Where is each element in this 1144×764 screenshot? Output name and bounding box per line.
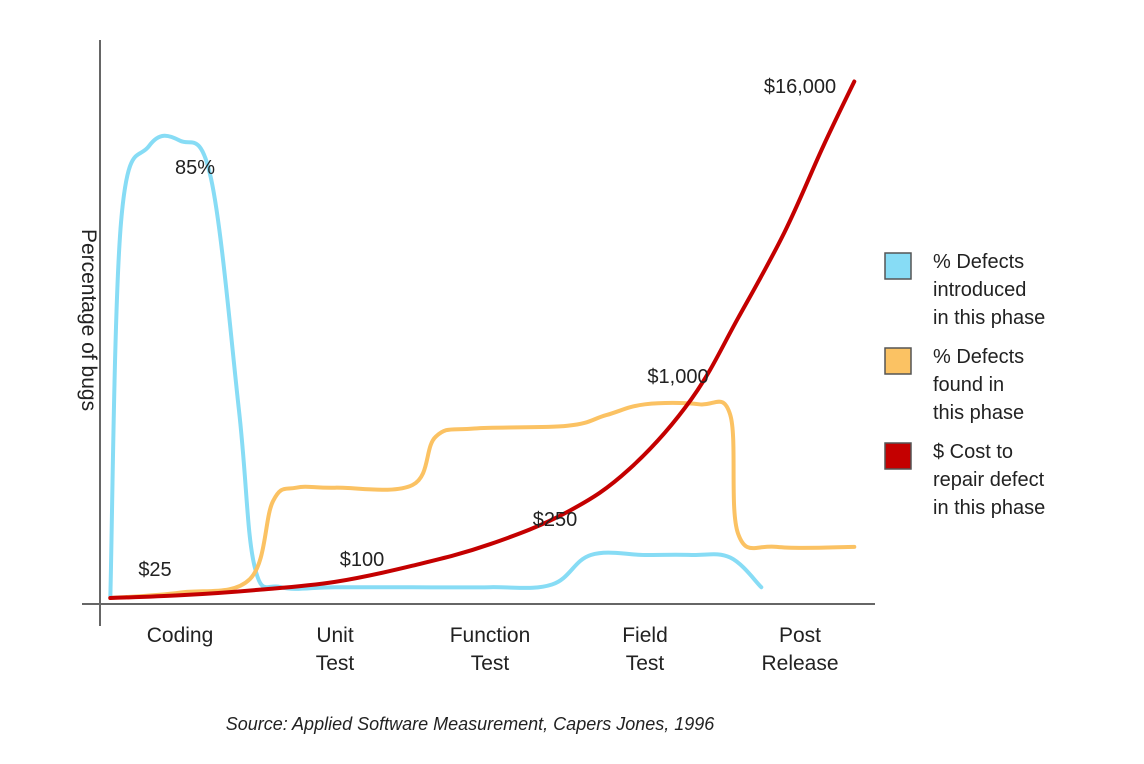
legend-label: in this phase	[933, 497, 1045, 519]
legend-label: this phase	[933, 402, 1024, 424]
x-tick-label: Test	[316, 652, 355, 675]
legend-label: found in	[933, 374, 1004, 396]
defects-introduced-line	[108, 133, 764, 600]
x-tick-label: Test	[471, 652, 510, 675]
legend-swatch	[884, 442, 912, 470]
x-tick-label: Unit	[316, 624, 354, 647]
legend-label: repair defect	[933, 469, 1045, 491]
x-tick-label: Post	[779, 624, 821, 647]
y-axis-label: Percentage of bugs	[77, 229, 100, 411]
x-tick-label: Coding	[147, 624, 214, 647]
legend-label: % Defects	[933, 346, 1024, 368]
data-annotations: 85% $1,000 $16,000 $25 $100 $250	[138, 76, 836, 581]
data-label: 85%	[175, 157, 215, 179]
x-tick-label: Test	[626, 652, 665, 675]
x-tick-label: Release	[761, 652, 838, 675]
x-tick-label: Field	[622, 624, 668, 647]
defects-found-line	[108, 399, 857, 600]
legend-label: $ Cost to	[933, 441, 1013, 463]
source-caption: Source: Applied Software Measurement, Ca…	[226, 714, 716, 734]
legend-label: introduced	[933, 279, 1026, 301]
legend-swatch	[884, 347, 912, 375]
legend: % Defects introduced in this phase % Defect…	[884, 251, 1045, 519]
x-tick-label: Function	[450, 624, 531, 647]
data-label: $100	[340, 549, 385, 571]
legend-label: % Defects	[933, 251, 1024, 273]
legend-swatch	[884, 252, 912, 280]
data-label: $16,000	[764, 76, 836, 98]
x-tick-labels: Coding Unit Test Function Test Field Test Post R…	[147, 624, 839, 675]
axes	[82, 40, 875, 626]
repair-cost-line	[108, 79, 857, 600]
data-label: $250	[533, 509, 578, 531]
series-lines	[108, 79, 857, 600]
legend-label: in this phase	[933, 307, 1045, 329]
data-label: $25	[138, 559, 171, 581]
data-label: $1,000	[647, 366, 708, 388]
